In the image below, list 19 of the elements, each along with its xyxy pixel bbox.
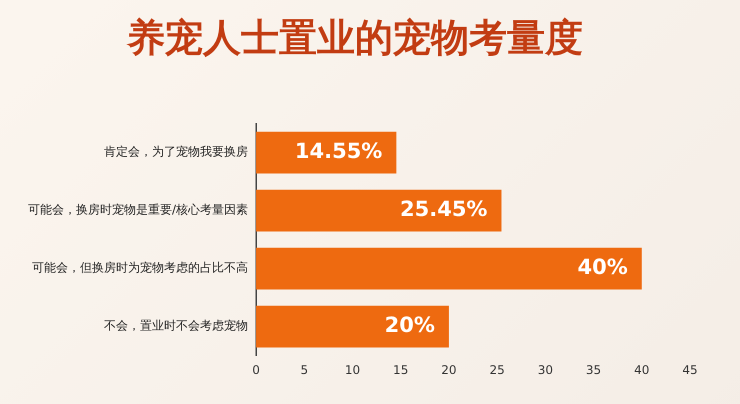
- x-tick-label: 15: [393, 362, 408, 377]
- x-tick-label: 20: [441, 362, 457, 377]
- data-label: 40%: [578, 255, 628, 280]
- data-label: 14.55%: [294, 139, 382, 164]
- x-tick-label: 30: [538, 362, 553, 377]
- x-tick-label: 10: [344, 362, 360, 377]
- x-tick-label: 40: [634, 362, 650, 377]
- x-tick-label: 0: [252, 362, 260, 377]
- chart-title: 养宠人士置业的宠物考量度: [126, 14, 583, 60]
- x-tick-label: 25: [489, 362, 505, 377]
- x-tick-label: 35: [586, 362, 602, 377]
- y-tick-label: 不会，置业时不会考虑宠物: [104, 318, 248, 333]
- y-tick-label: 可能会，但换房时为宠物考虑的占比不高: [32, 260, 248, 275]
- data-label: 20%: [384, 313, 435, 338]
- y-tick-label: 可能会，换房时宠物是重要/核心考量因素: [28, 202, 248, 217]
- x-tick-label: 45: [682, 362, 698, 377]
- y-tick-label: 肯定会，为了宠物我要换房: [104, 144, 248, 159]
- x-tick-label: 5: [300, 362, 308, 377]
- data-label: 25.45%: [400, 197, 488, 222]
